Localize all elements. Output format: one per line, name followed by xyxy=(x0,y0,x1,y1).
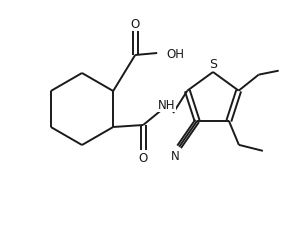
Text: N: N xyxy=(171,150,179,163)
Text: OH: OH xyxy=(166,47,184,60)
Text: O: O xyxy=(139,151,148,164)
Text: S: S xyxy=(209,58,217,71)
Text: O: O xyxy=(131,18,140,31)
Text: NH: NH xyxy=(157,99,175,112)
